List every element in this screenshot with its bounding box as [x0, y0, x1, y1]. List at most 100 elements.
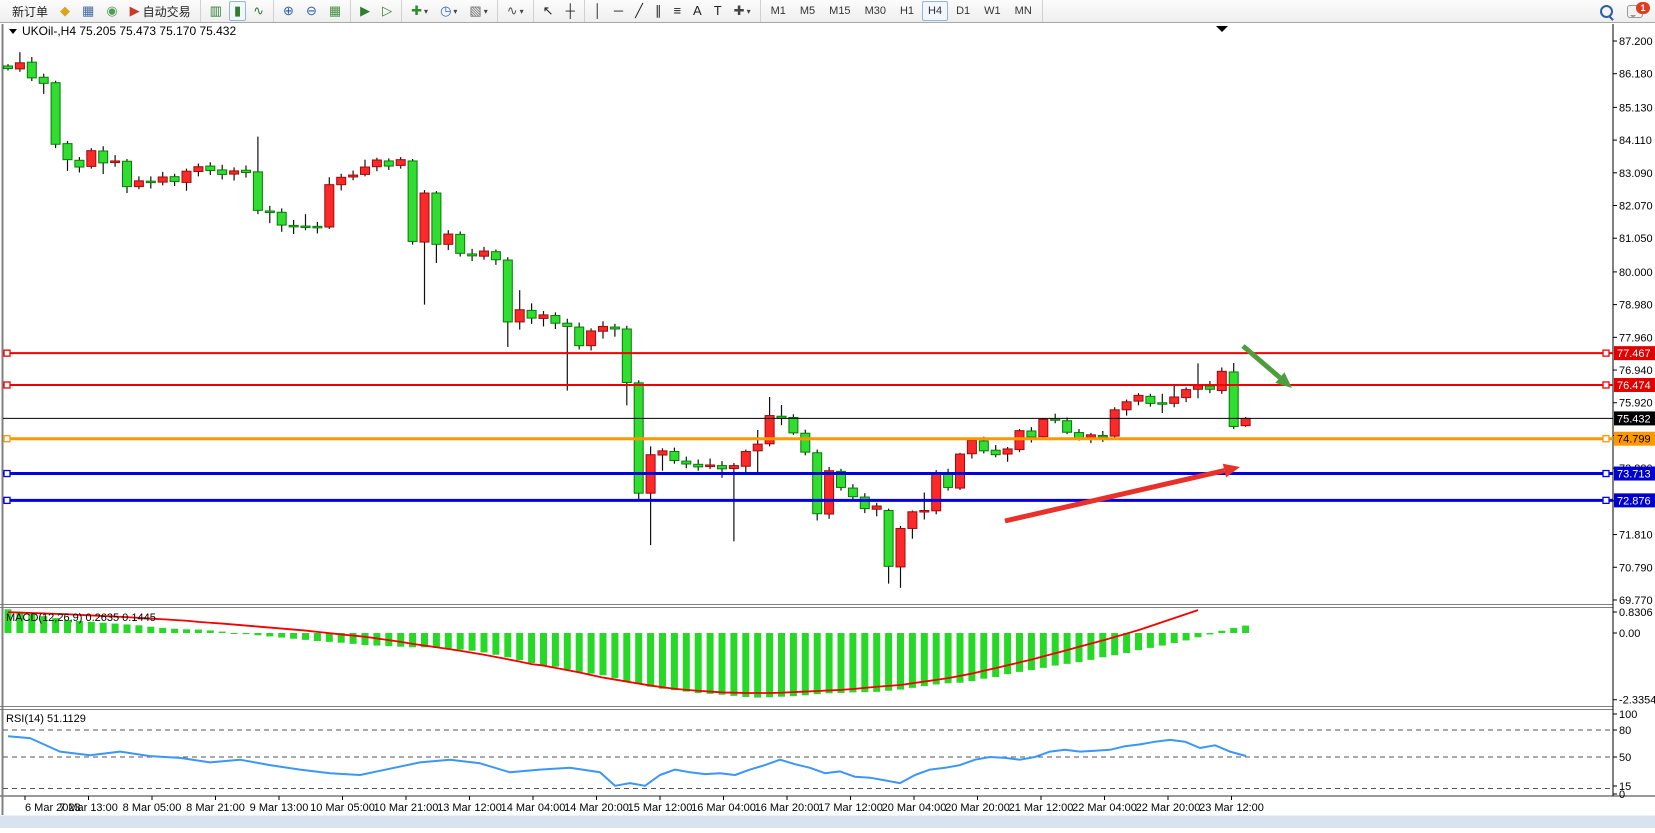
macd-histogram-bar [421, 633, 428, 648]
line-chart-icon[interactable]: ∿ [248, 1, 269, 21]
timeframe-button-h4[interactable]: H4 [922, 1, 949, 21]
vertical-line-icon[interactable]: │ [589, 1, 607, 21]
bull-candle [443, 233, 454, 245]
rsi-line [7, 735, 1247, 787]
bear-candle [717, 465, 727, 470]
dropdown-caret-icon: ▾ [519, 6, 524, 16]
macd-histogram-bar [325, 633, 333, 642]
cursor-icon[interactable]: ↖ [538, 1, 559, 21]
macd-axis-tick: 0.00 [1619, 628, 1640, 640]
bull-candle [931, 472, 942, 512]
shapes-icon[interactable]: ✚ ▾ [729, 1, 756, 21]
resistance-line-1-handle[interactable] [3, 349, 11, 357]
notifications-icon[interactable]: 1 [1627, 1, 1650, 18]
timeframe-button-w1[interactable]: W1 [984, 5, 1001, 17]
time-axis-label: 10 Mar 05:00 [310, 802, 375, 814]
red-up-arrow[interactable] [1004, 468, 1225, 524]
search-icon[interactable] [1600, 4, 1613, 18]
symbol-dropdown-icon[interactable] [9, 29, 17, 34]
green-down-arrow-head[interactable] [1275, 372, 1292, 388]
bear-candle [836, 470, 846, 488]
macd-histogram-bar [278, 633, 286, 638]
red-up-arrow-head[interactable] [1222, 463, 1240, 478]
zoom-out-icon[interactable]: ⊖ [301, 1, 322, 21]
macd-histogram-bar [242, 633, 250, 635]
bear-candle [1204, 385, 1215, 390]
timeframe-button-d1[interactable]: D1 [956, 5, 971, 17]
resistance-line-2-handle[interactable] [1602, 381, 1610, 389]
support-line-1-handle[interactable] [3, 469, 11, 478]
bull-candle [229, 170, 240, 175]
label-icon[interactable]: T [709, 1, 727, 21]
quotes-window-icon[interactable]: ◆ [55, 1, 75, 21]
fibonacci-icon[interactable]: ≡ [668, 1, 686, 21]
zoom-in-icon[interactable]: ⊕ [278, 1, 299, 21]
auto-scroll-icon[interactable]: ▶ [355, 1, 375, 21]
macd-histogram-bar [1027, 633, 1035, 671]
green-down-arrow[interactable] [1241, 344, 1282, 380]
macd-histogram-bar [706, 633, 714, 694]
autotrading-button[interactable]: ▶ 自动交易 [125, 1, 196, 21]
add-indicator-icon[interactable]: ✚ ▾ [406, 1, 433, 21]
signals-icon[interactable]: ◉ [101, 1, 122, 21]
bar-chart-icon[interactable]: ▥ [205, 1, 227, 21]
candlestick-chart-icon[interactable]: ▮ [228, 1, 247, 21]
bull-candle [752, 443, 763, 452]
macd-histogram-bar [75, 621, 83, 633]
time-axis-label: 13 Mar 12:00 [437, 802, 502, 814]
macd-histogram-bar [873, 633, 881, 692]
pivot-line-orange-handle[interactable] [1602, 435, 1610, 443]
chart-shift-marker[interactable] [1216, 26, 1228, 32]
macd-histogram-bar [254, 633, 262, 636]
toolbar: 新订单 ◆ ▦ ◉ ▶ 自动交易 ▥ ▮ ∿ ⊕ ⊖ ▦ ▶ ▷ ✚ ▾ ◷ ▾ ▧ ▾ ∿ ▾ ↖ ┼ │ ─ ╱ ∥ ≡ A T ✚ ▾ M1… [0, 0, 1655, 23]
macd-histogram-bar [516, 633, 524, 661]
bull-candle [157, 176, 168, 183]
macd-histogram-bar [635, 633, 643, 684]
timeframe-button-mn[interactable]: MN [1014, 5, 1032, 17]
macd-histogram-bar [742, 633, 750, 697]
timeframe-button-m15[interactable]: M15 [829, 5, 851, 17]
tile-windows-icon[interactable]: ▦ [324, 1, 346, 21]
bull-candle [395, 159, 406, 166]
bear-candle [574, 326, 585, 347]
resistance-line-2-handle[interactable] [3, 381, 11, 389]
text-icon[interactable]: A [688, 1, 707, 21]
pivot-line-orange-handle[interactable] [3, 435, 11, 443]
timeframe-button-h1[interactable]: H1 [899, 5, 915, 17]
resistance-line-1-handle[interactable] [1602, 349, 1610, 357]
bull-candle [1085, 434, 1096, 438]
bear-candle [1145, 395, 1156, 404]
macd-histogram-bar [992, 633, 1000, 677]
macd-histogram-bar [837, 633, 845, 693]
bull-candle [919, 510, 930, 513]
bull-candle [764, 415, 775, 445]
market-watch-icon[interactable]: ▦ [77, 1, 99, 21]
macd-histogram-bar [1111, 633, 1119, 656]
support-line-2-handle[interactable] [1602, 496, 1610, 505]
timeframe-button-m1[interactable]: M1 [770, 5, 786, 17]
templates-icon[interactable]: ▧ ▾ [464, 1, 492, 21]
timeframe-button-m30[interactable]: M30 [864, 5, 886, 17]
chart-area[interactable]: 87.200 86.180 85.130 84.110 83.090 82.070 81.0… [0, 23, 1655, 829]
new-order-button[interactable]: 新订单 [4, 1, 53, 21]
support-line-1-handle[interactable] [1602, 469, 1610, 478]
timeframe-button-m5[interactable]: M5 [799, 5, 816, 17]
support-line-2-handle[interactable] [3, 496, 11, 505]
macd-histogram-bar [659, 633, 666, 689]
periods-icon: ◷ [440, 3, 452, 18]
horizontal-line-icon[interactable]: ─ [609, 1, 628, 21]
bear-candle [788, 417, 799, 434]
trendline-icon[interactable]: ╱ [630, 1, 648, 21]
bull-candle [586, 330, 597, 347]
chart-shift-icon[interactable]: ▷ [377, 1, 397, 21]
crosshair-icon[interactable]: ┼ [561, 1, 580, 21]
indicator-window-icon[interactable]: ∿ ▾ [502, 1, 529, 21]
macd-histogram-bar [4, 609, 12, 633]
periods-icon[interactable]: ◷ ▾ [435, 1, 462, 21]
channel-icon[interactable]: ∥ [650, 1, 667, 21]
bear-candle [288, 224, 299, 228]
cursor-icon: ↖ [542, 3, 554, 18]
time-axis-label: 20 Mar 20:00 [945, 802, 1010, 814]
bull-candle [348, 174, 359, 178]
macd-histogram-bar [409, 633, 417, 648]
